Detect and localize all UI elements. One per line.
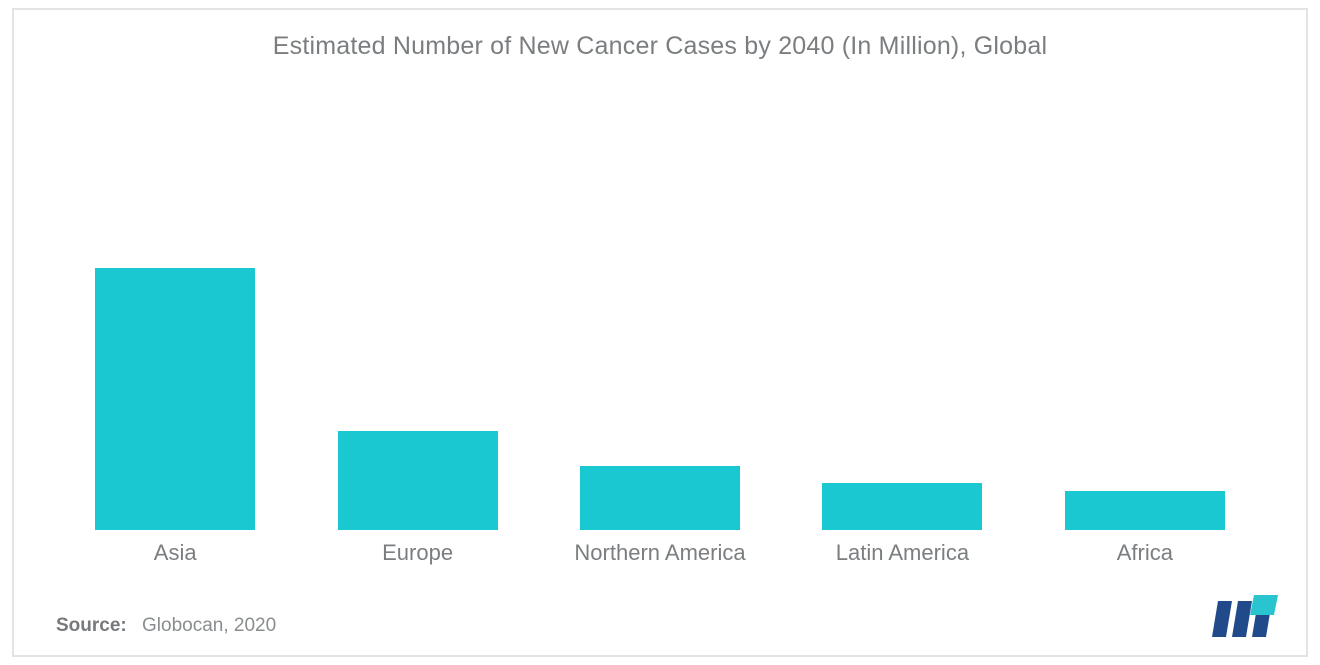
bar-slot — [54, 100, 296, 530]
bar-northern-america — [580, 466, 740, 530]
plot-area — [54, 100, 1266, 530]
source-label: Source: — [56, 615, 127, 636]
chart-frame: Estimated Number of New Cancer Cases by … — [12, 8, 1308, 657]
x-axis-labels: Asia Europe Northern America Latin Ameri… — [54, 540, 1266, 566]
bar-asia — [95, 268, 255, 530]
bar-africa — [1065, 491, 1225, 530]
bar-latin-america — [822, 483, 982, 530]
source-line: Source: Globocan, 2020 — [56, 615, 276, 637]
x-label: Asia — [54, 540, 296, 566]
chart-title: Estimated Number of New Cancer Cases by … — [14, 32, 1306, 61]
logo-accent — [1250, 595, 1278, 615]
bar-slot — [296, 100, 538, 530]
bar-slot — [539, 100, 781, 530]
x-label: Europe — [296, 540, 538, 566]
bar-slot — [781, 100, 1023, 530]
bar-slot — [1024, 100, 1266, 530]
brand-logo-icon — [1208, 593, 1278, 637]
x-label: Northern America — [539, 540, 781, 566]
x-label: Africa — [1024, 540, 1266, 566]
bar-europe — [338, 431, 498, 530]
x-label: Latin America — [781, 540, 1023, 566]
source-text: Globocan, 2020 — [142, 615, 276, 636]
bars-container — [54, 100, 1266, 530]
